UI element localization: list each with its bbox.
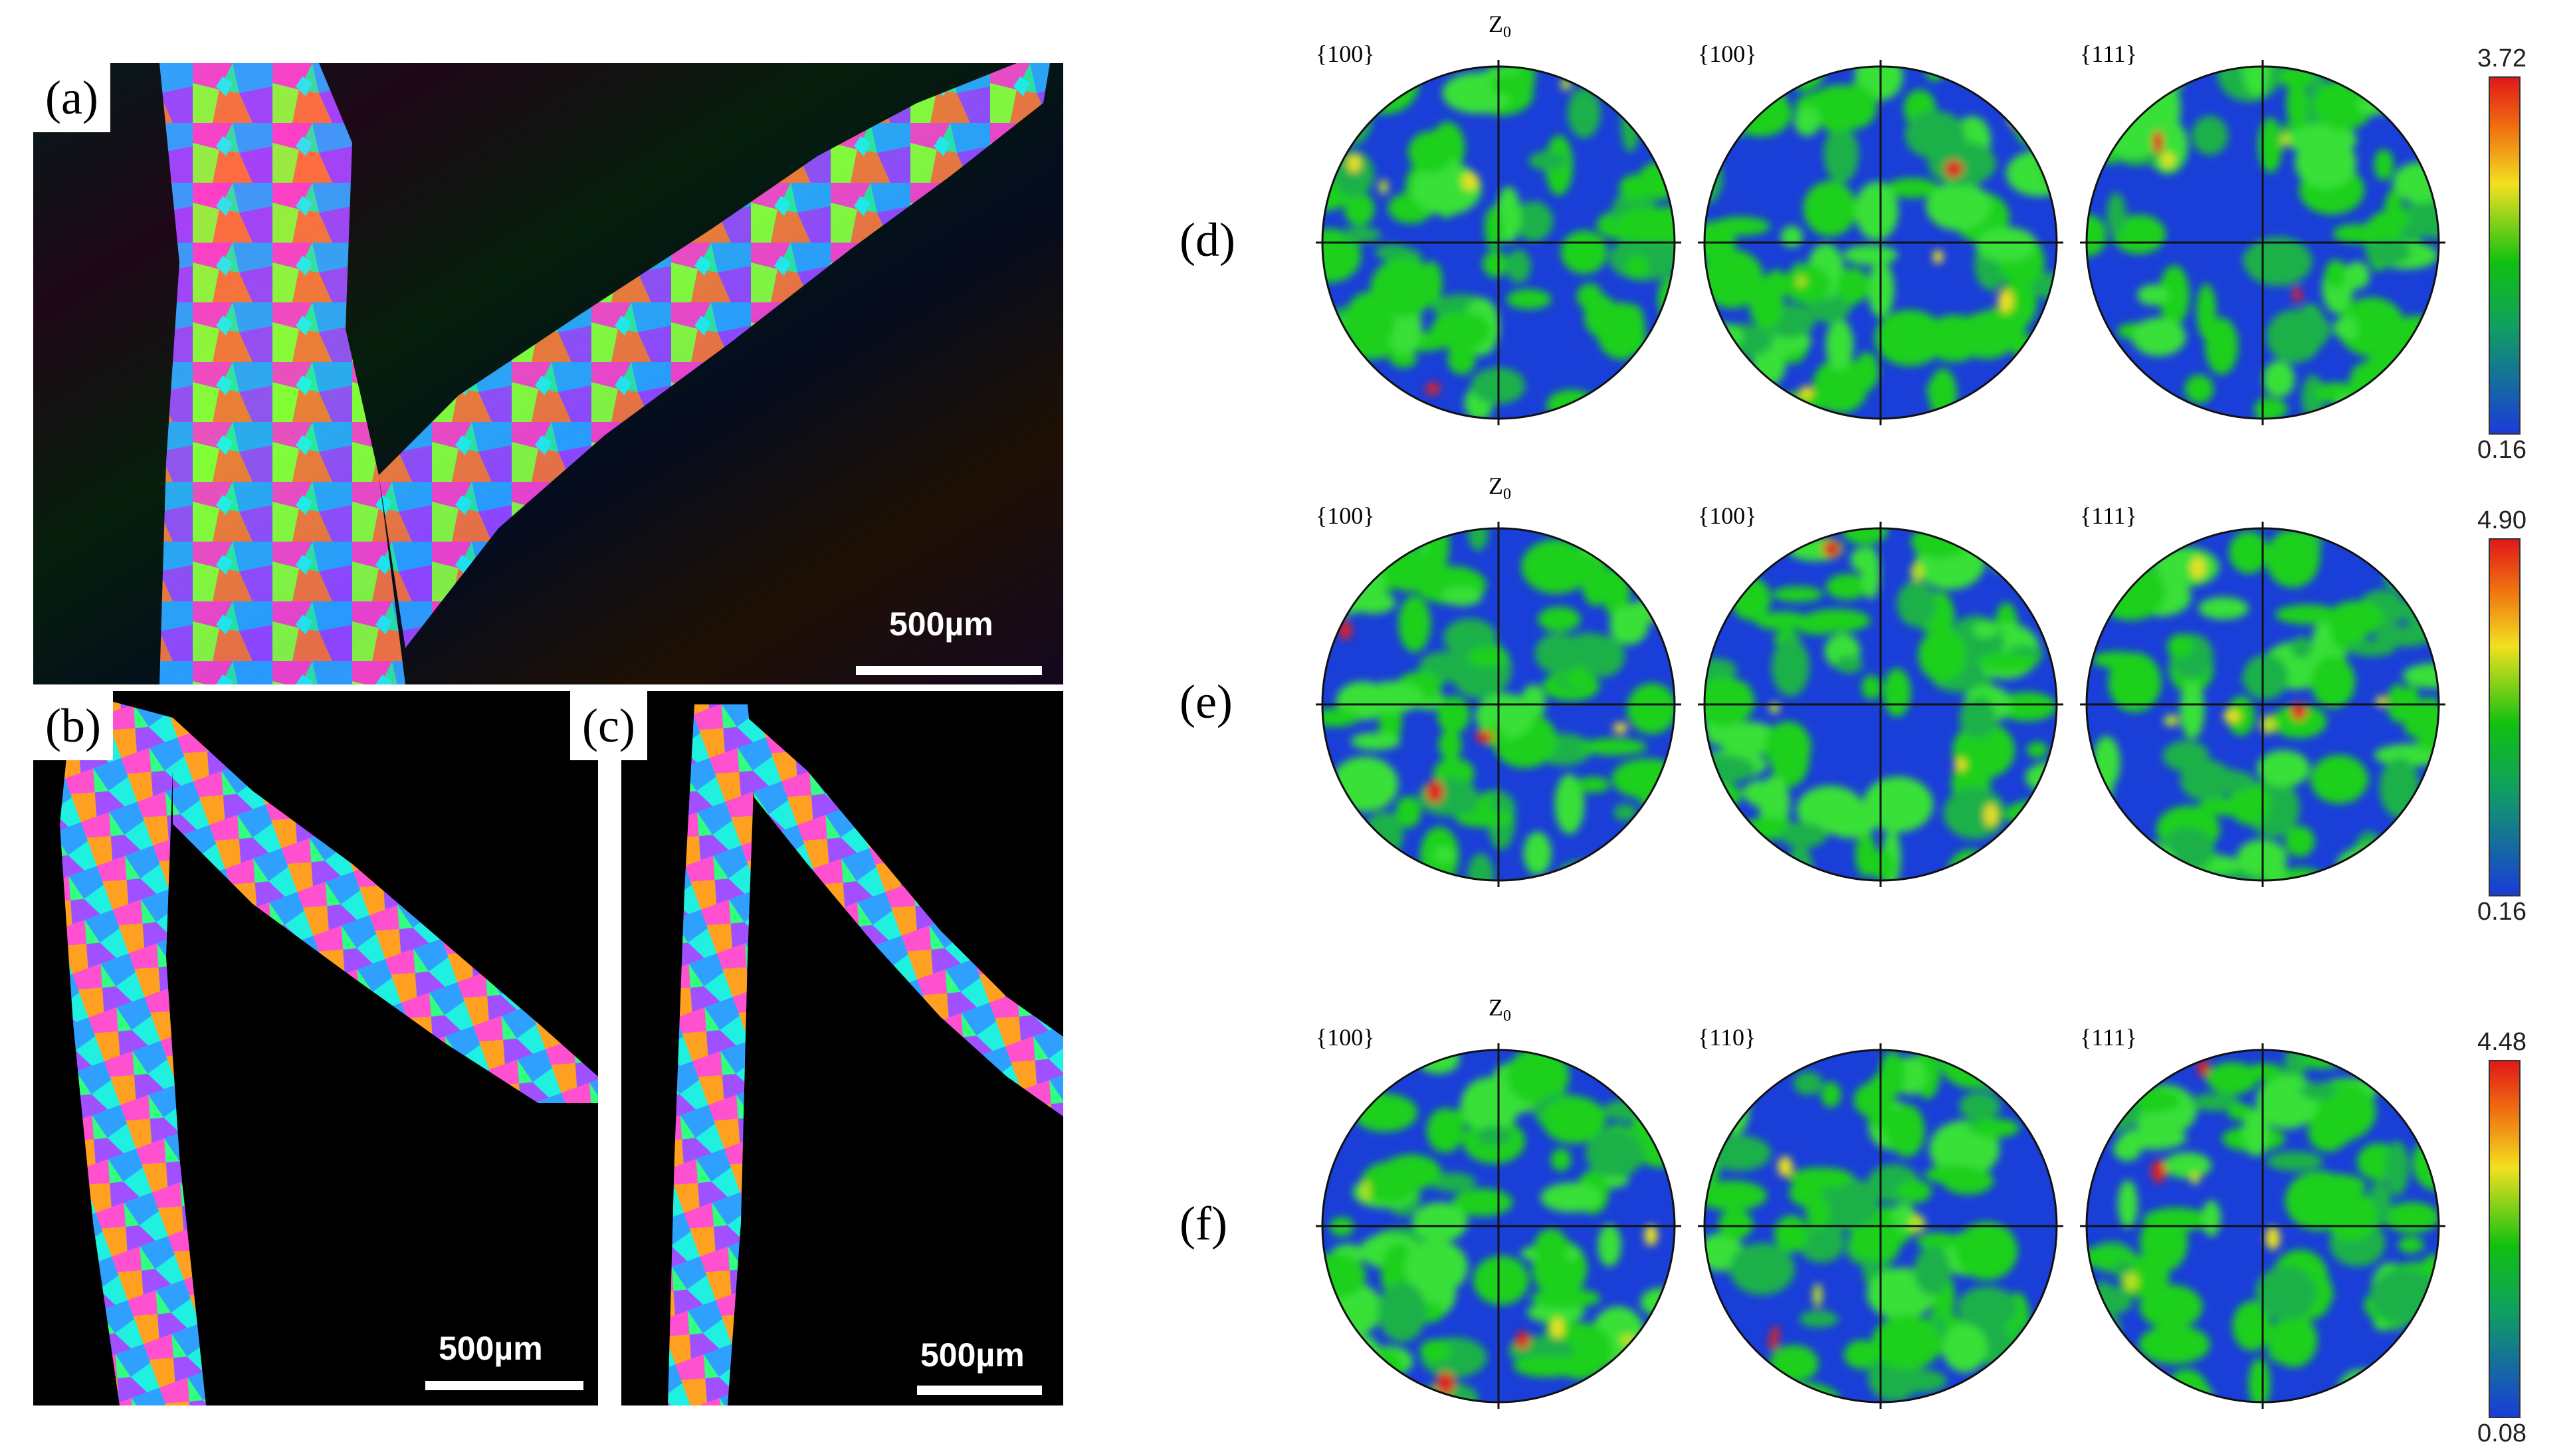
colorbar-max-label: 4.48 [2477, 1028, 2526, 1056]
pf-plane-title: {100} [1698, 41, 1757, 67]
ebsd-map-b [33, 691, 598, 1405]
ebsd-map-c [621, 691, 1063, 1405]
scale-text-a: 500µm [889, 605, 993, 643]
colorbar-max-label: 3.72 [2477, 45, 2526, 72]
intensity-colorbar [2489, 538, 2521, 896]
pf-row-label: (d) [1180, 213, 1235, 266]
intensity-colorbar [2489, 1060, 2521, 1418]
pole-figure [1316, 522, 1681, 887]
pf-plane-title: {100} [1316, 1024, 1375, 1051]
scale-bar-a [856, 666, 1042, 675]
colorbar-min-label: 0.16 [2477, 436, 2526, 464]
panel-label-a: (a) [33, 63, 110, 132]
colorbar-max-label: 4.90 [2477, 506, 2526, 534]
pole-figure [1698, 1043, 2063, 1409]
panel-label-c: (c) [570, 691, 647, 760]
pf-plane-title: {100} [1316, 502, 1375, 529]
colorbar-min-label: 0.08 [2477, 1419, 2526, 1447]
ebsd-grains-a [33, 63, 1063, 684]
z0-axis-label: Z0 [1489, 472, 1511, 504]
scale-bar-c [917, 1386, 1042, 1395]
scale-bar-b [425, 1381, 583, 1390]
scale-text-b: 500µm [439, 1330, 543, 1367]
pf-plane-title: {100} [1698, 502, 1757, 529]
pf-row-label: (f) [1180, 1197, 1227, 1250]
pf-plane-title: {111} [2080, 41, 2137, 67]
z0-axis-label: Z0 [1489, 994, 1511, 1025]
pf-plane-title: {110} [1698, 1024, 1756, 1051]
ebsd-map-a [33, 63, 1063, 684]
scale-text-c: 500µm [920, 1336, 1025, 1374]
pole-figure [1316, 1043, 1681, 1409]
pole-figure [2080, 522, 2445, 887]
pf-plane-title: {111} [2080, 502, 2137, 529]
pf-plane-title: {111} [2080, 1024, 2137, 1051]
z0-axis-label: Z0 [1489, 11, 1511, 42]
ebsd-grains-b [60, 691, 598, 1405]
pf-plane-title: {100} [1316, 41, 1375, 67]
panel-label-b: (b) [33, 691, 113, 760]
pole-figure [2080, 60, 2445, 425]
pole-figure [2080, 1043, 2445, 1409]
pole-figure [1698, 522, 2063, 887]
pole-figure [1698, 60, 2063, 425]
pole-figure [1316, 60, 1681, 425]
colorbar-min-label: 0.16 [2477, 898, 2526, 926]
intensity-colorbar [2489, 76, 2521, 435]
pf-row-label: (e) [1180, 675, 1233, 728]
ebsd-grains-c [668, 704, 1063, 1405]
